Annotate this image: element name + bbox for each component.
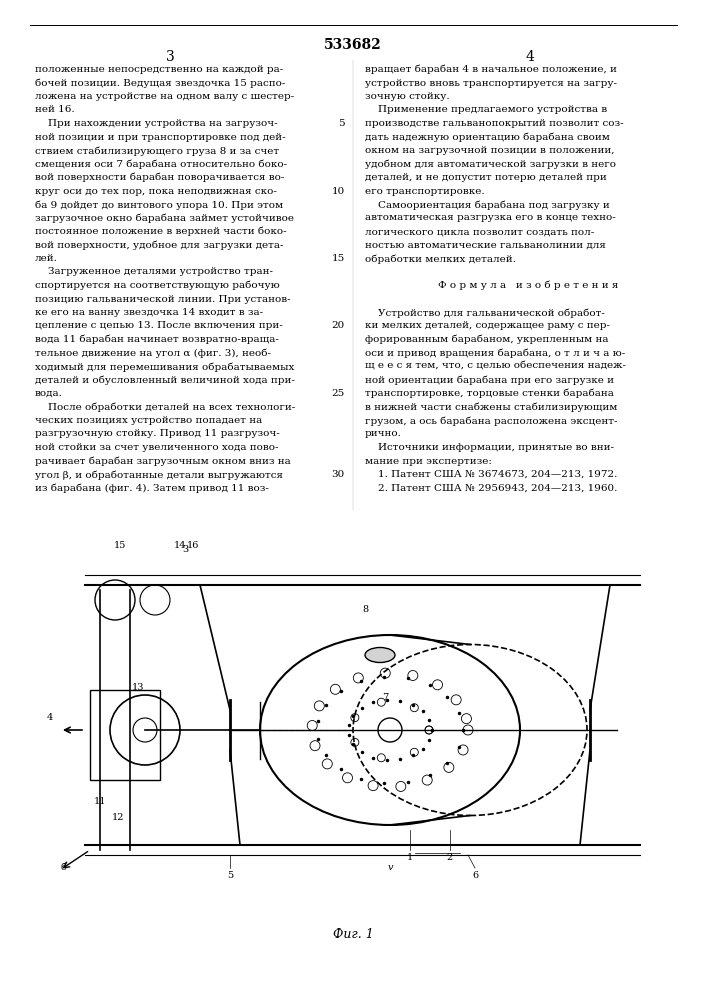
Text: вой поверхности барабан поворачивается во-: вой поверхности барабан поворачивается в… [35, 173, 284, 182]
Text: ке его на ванну звездочка 14 входит в за-: ке его на ванну звездочка 14 входит в за… [35, 308, 263, 317]
Text: 533682: 533682 [324, 38, 382, 52]
Text: 20: 20 [332, 322, 345, 330]
Text: удобном для автоматической загрузки в него: удобном для автоматической загрузки в не… [365, 159, 616, 169]
Text: автоматическая разгрузка его в конце техно-: автоматическая разгрузка его в конце тех… [365, 214, 616, 223]
Text: ностью автоматические гальванолинии для: ностью автоматические гальванолинии для [365, 240, 606, 249]
Text: мание при экспертизе:: мание при экспертизе: [365, 456, 492, 466]
Text: рачивает барабан загрузочным окном вниз на: рачивает барабан загрузочным окном вниз … [35, 456, 291, 466]
Text: 1. Патент США № 3674673, 204—213, 1972.: 1. Патент США № 3674673, 204—213, 1972. [365, 470, 617, 479]
Text: При нахождении устройства на загрузоч-: При нахождении устройства на загрузоч- [35, 119, 278, 128]
Text: оси и привод вращения барабана, о т л и ч а ю-: оси и привод вращения барабана, о т л и … [365, 349, 625, 358]
Text: транспортировке, торцовые стенки барабана: транспортировке, торцовые стенки барабан… [365, 389, 614, 398]
Text: грузом, а ось барабана расположена эксцент-: грузом, а ось барабана расположена эксце… [365, 416, 617, 426]
Text: в нижней части снабжены стабилизирующим: в нижней части снабжены стабилизирующим [365, 402, 617, 412]
Text: 1: 1 [407, 852, 413, 861]
Text: 6: 6 [472, 870, 478, 880]
Text: 16: 16 [187, 540, 199, 550]
Text: лей.: лей. [35, 254, 58, 263]
Text: вой поверхности, удобное для загрузки дета-: вой поверхности, удобное для загрузки де… [35, 240, 284, 250]
Text: 14: 14 [174, 540, 186, 550]
Text: 4: 4 [525, 50, 534, 64]
Bar [90, 690, 160, 780]
Text: Загруженное деталями устройство тран-: Загруженное деталями устройство тран- [35, 267, 273, 276]
Text: вращает барабан 4 в начальное положение, и: вращает барабан 4 в начальное положение,… [365, 65, 617, 75]
Text: б: б [60, 862, 66, 871]
Text: 5: 5 [227, 870, 233, 880]
Text: ки мелких деталей, содержащее раму с пер-: ки мелких деталей, содержащее раму с пер… [365, 322, 610, 330]
Text: 4: 4 [47, 712, 53, 722]
Text: производстве гальванопокрытий позволит соз-: производстве гальванопокрытий позволит с… [365, 119, 624, 128]
Text: из барабана (фиг. 4). Затем привод 11 воз-: из барабана (фиг. 4). Затем привод 11 во… [35, 484, 269, 493]
Text: загрузочное окно барабана займет устойчивое: загрузочное окно барабана займет устойчи… [35, 214, 294, 223]
Text: ходимый для перемешивания обрабатываемых: ходимый для перемешивания обрабатываемых [35, 362, 294, 371]
Text: позицию гальванической линии. При установ-: позицию гальванической линии. При устано… [35, 294, 291, 304]
Text: 7: 7 [382, 694, 388, 702]
Text: круг оси до тех пор, пока неподвижная ско-: круг оси до тех пор, пока неподвижная ск… [35, 186, 277, 196]
Text: деталей, и не допустит потерю деталей при: деталей, и не допустит потерю деталей пр… [365, 173, 607, 182]
Text: v: v [387, 862, 393, 871]
Text: 10: 10 [332, 186, 345, 196]
Text: Источники информации, принятые во вни-: Источники информации, принятые во вни- [365, 443, 614, 452]
Text: 30: 30 [332, 470, 345, 479]
Text: щ е е с я тем, что, с целью обеспечения надеж-: щ е е с я тем, что, с целью обеспечения … [365, 362, 626, 371]
Text: 5: 5 [339, 119, 345, 128]
Text: постоянное положение в верхней части боко-: постоянное положение в верхней части бок… [35, 227, 286, 236]
Text: угол β, и обработанные детали выгружаются: угол β, и обработанные детали выгружаютс… [35, 470, 283, 480]
Text: спортируется на соответствующую рабочую: спортируется на соответствующую рабочую [35, 281, 280, 290]
Text: Ф о р м у л а   и з о б р е т е н и я: Ф о р м у л а и з о б р е т е н и я [438, 281, 618, 290]
Text: ней 16.: ней 16. [35, 105, 75, 114]
Text: устройство вновь транспортируется на загру-: устройство вновь транспортируется на заг… [365, 79, 617, 88]
Text: рично.: рично. [365, 430, 402, 438]
Text: вода.: вода. [35, 389, 63, 398]
Text: форированным барабаном, укрепленным на: форированным барабаном, укрепленным на [365, 335, 609, 344]
Text: его транспортировке.: его транспортировке. [365, 186, 484, 196]
Text: окном на загрузочной позиции в положении,: окном на загрузочной позиции в положении… [365, 146, 614, 155]
Text: ствием стабилизирующего груза 8 и за счет: ствием стабилизирующего груза 8 и за сче… [35, 146, 279, 155]
Text: обработки мелких деталей.: обработки мелких деталей. [365, 254, 516, 263]
Text: зочную стойку.: зочную стойку. [365, 92, 450, 101]
Text: Фиг. 1: Фиг. 1 [332, 928, 373, 942]
Text: 3: 3 [165, 50, 175, 64]
Text: дать надежную ориентацию барабана своим: дать надежную ориентацию барабана своим [365, 132, 610, 142]
Ellipse shape [365, 648, 395, 662]
Text: 11: 11 [94, 798, 106, 806]
Text: 2: 2 [447, 852, 453, 861]
Text: вода 11 барабан начинает возвратно-враща-: вода 11 барабан начинает возвратно-враща… [35, 335, 279, 344]
Text: цепление с цепью 13. После включения при-: цепление с цепью 13. После включения при… [35, 322, 283, 330]
Text: ной ориентации барабана при его загрузке и: ной ориентации барабана при его загрузке… [365, 375, 614, 385]
Text: 3: 3 [182, 546, 188, 554]
Text: ческих позициях устройство попадает на: ческих позициях устройство попадает на [35, 416, 262, 425]
Text: 8: 8 [362, 605, 368, 614]
Text: Применение предлагаемого устройства в: Применение предлагаемого устройства в [365, 105, 607, 114]
Text: тельное движение на угол α (фиг. 3), необ-: тельное движение на угол α (фиг. 3), нео… [35, 349, 271, 358]
Text: деталей и обусловленный величиной хода при-: деталей и обусловленный величиной хода п… [35, 375, 295, 385]
Text: 25: 25 [332, 389, 345, 398]
Text: смещения оси 7 барабана относительно боко-: смещения оси 7 барабана относительно бок… [35, 159, 287, 169]
Text: 13: 13 [132, 682, 144, 692]
Text: 12: 12 [112, 812, 124, 822]
Text: разгрузочную стойку. Привод 11 разгрузоч-: разгрузочную стойку. Привод 11 разгрузоч… [35, 430, 280, 438]
Text: 2. Патент США № 2956943, 204—213, 1960.: 2. Патент США № 2956943, 204—213, 1960. [365, 484, 617, 492]
Text: 15: 15 [114, 540, 126, 550]
Text: бочей позиции. Ведущая звездочка 15 распо-: бочей позиции. Ведущая звездочка 15 расп… [35, 79, 286, 88]
Text: Устройство для гальванической обработ-: Устройство для гальванической обработ- [365, 308, 605, 318]
Text: 15: 15 [332, 254, 345, 263]
Text: ной позиции и при транспортировке под дей-: ной позиции и при транспортировке под де… [35, 132, 286, 141]
Text: ной стойки за счет увеличенного хода пово-: ной стойки за счет увеличенного хода пов… [35, 443, 279, 452]
Text: После обработки деталей на всех технологи-: После обработки деталей на всех технолог… [35, 402, 296, 412]
Text: положенные непосредственно на каждой ра-: положенные непосредственно на каждой ра- [35, 65, 284, 74]
Text: ба 9 дойдет до винтового упора 10. При этом: ба 9 дойдет до винтового упора 10. При э… [35, 200, 283, 210]
Text: Самоориентация барабана под загрузку и: Самоориентация барабана под загрузку и [365, 200, 609, 210]
Text: логического цикла позволит создать пол-: логического цикла позволит создать пол- [365, 227, 595, 236]
Text: ложена на устройстве на одном валу с шестер-: ложена на устройстве на одном валу с шес… [35, 92, 294, 101]
